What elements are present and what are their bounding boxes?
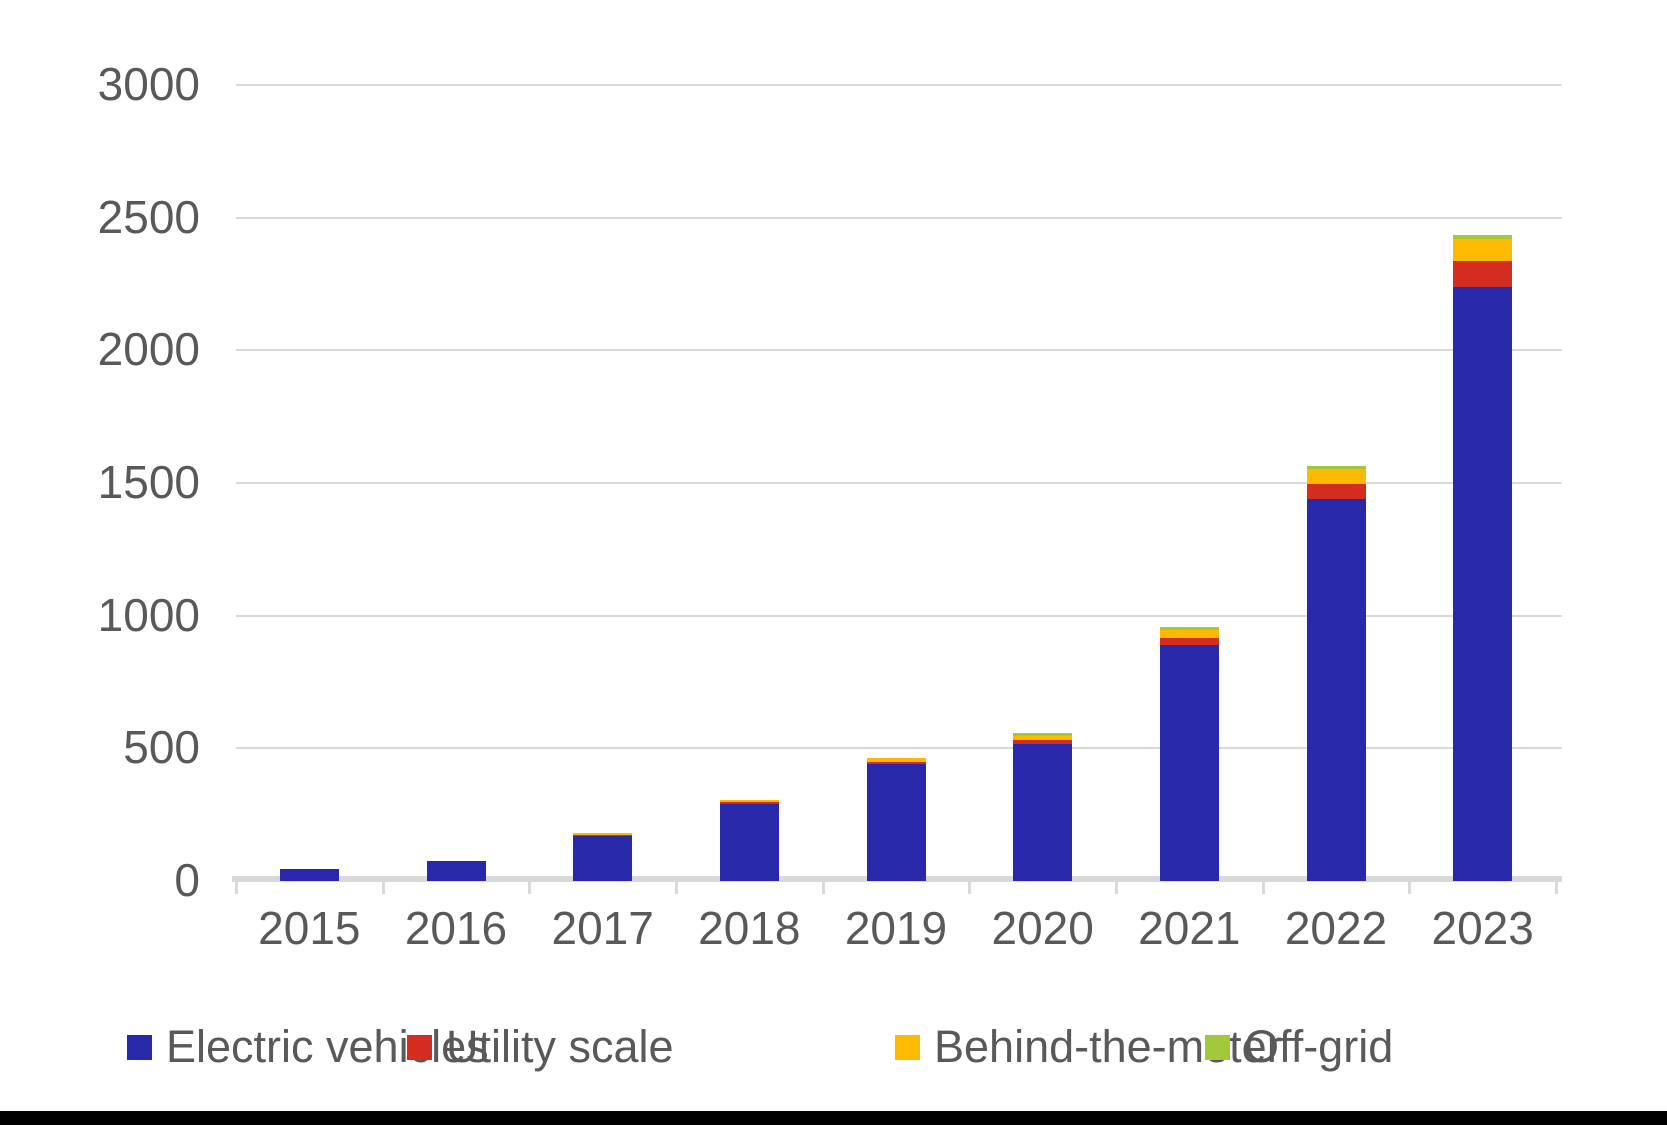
bar-segment-2023-behind-the-meter	[1453, 239, 1513, 261]
bar-segment-2023-off-grid	[1453, 235, 1513, 240]
off-grid-swatch-icon	[1205, 1034, 1230, 1060]
legend-label: Utility scale	[446, 1021, 674, 1072]
bar-segment-2015-electric-vehicles	[279, 869, 339, 881]
gridline-1500	[236, 482, 1562, 484]
x-axis-tick	[675, 876, 678, 894]
gridline-3000	[236, 84, 1562, 86]
y-axis-label-1500: 1500	[97, 456, 200, 508]
bar-segment-2021-electric-vehicles	[1159, 644, 1219, 881]
y-axis-label-2500: 2500	[97, 190, 200, 243]
x-axis-tick	[1115, 876, 1118, 894]
gridline-2000	[236, 349, 1562, 352]
gridline-2500	[236, 216, 1562, 219]
bar-segment-2022-off-grid	[1306, 465, 1366, 470]
x-axis-tick	[381, 876, 385, 894]
legend-label: Off-grid	[1244, 1021, 1394, 1072]
x-axis-tick	[528, 876, 532, 894]
bar-segment-2022-utility-scale	[1306, 483, 1366, 499]
bar-segment-2021-behind-the-meter	[1159, 629, 1219, 638]
y-axis-label-0: 0	[174, 854, 200, 906]
bar-segment-2016-electric-vehicles	[426, 861, 486, 881]
bar-segment-2019-electric-vehicles	[866, 764, 926, 881]
bar-segment-2020-behind-the-meter	[1013, 735, 1073, 741]
bar-segment-2020-utility-scale	[1013, 740, 1073, 745]
bar-segment-2019-utility-scale	[866, 761, 926, 765]
x-axis-label-2021: 2021	[1138, 902, 1241, 954]
utility-scale-swatch-icon	[407, 1034, 432, 1060]
x-axis-label-2018: 2018	[698, 902, 801, 954]
y-axis-label-2000: 2000	[97, 323, 200, 376]
bar-segment-2017-electric-vehicles	[573, 835, 633, 881]
y-axis-label-1000: 1000	[97, 588, 200, 641]
gridline-500	[236, 747, 1562, 750]
x-axis-tick	[968, 876, 972, 894]
gridline-1000	[236, 614, 1562, 617]
bar-segment-2021-off-grid	[1159, 626, 1219, 630]
bar-segment-2020-off-grid	[1013, 732, 1073, 736]
legend-item-utility-scale: Utility scale	[407, 1022, 674, 1072]
bar-segment-2021-utility-scale	[1159, 637, 1219, 645]
x-axis-label-2017: 2017	[551, 902, 654, 954]
bottom-black-bar	[0, 1111, 1667, 1125]
bar-segment-2020-electric-vehicles	[1013, 744, 1073, 881]
x-axis-tick	[1555, 876, 1558, 894]
x-axis-tick	[1408, 876, 1412, 894]
x-axis-label-2019: 2019	[844, 902, 948, 954]
bar-segment-2022-behind-the-meter	[1306, 469, 1366, 484]
y-axis-label-3000: 3000	[97, 58, 200, 110]
behind-the-meter-swatch-icon	[895, 1034, 920, 1060]
legend-label: Electric vehicles	[166, 1021, 489, 1072]
bar-segment-2018-utility-scale	[719, 801, 779, 805]
x-axis-tick	[1261, 876, 1265, 894]
bar-segment-2023-utility-scale	[1453, 260, 1513, 287]
bar-segment-2017-behind-the-meter	[573, 832, 633, 835]
bar-segment-2022-electric-vehicles	[1306, 498, 1366, 881]
x-axis-tick	[235, 876, 238, 894]
x-axis-label-2022: 2022	[1284, 902, 1388, 954]
x-axis-label-2016: 2016	[404, 902, 508, 954]
bar-segment-2018-electric-vehicles	[719, 804, 779, 881]
bar-segment-2023-electric-vehicles	[1453, 286, 1513, 881]
legend-item-off-grid: Off-grid	[1205, 1022, 1393, 1072]
x-axis-label-2020: 2020	[991, 902, 1094, 954]
bar-segment-2017-utility-scale	[573, 834, 633, 836]
y-axis-label-500: 500	[123, 721, 200, 774]
x-axis-label-2015: 2015	[258, 902, 361, 954]
x-axis-tick	[821, 876, 825, 894]
bar-segment-2018-behind-the-meter	[719, 799, 779, 802]
legend-item-electric-vehicles: Electric vehicles	[127, 1022, 489, 1072]
bar-segment-2019-behind-the-meter	[866, 757, 926, 762]
x-axis-label-2023: 2023	[1431, 902, 1534, 954]
electric-vehicles-swatch-icon	[127, 1034, 152, 1060]
legend: Electric vehicles Utility scale Behind-t…	[0, 1022, 1667, 1082]
